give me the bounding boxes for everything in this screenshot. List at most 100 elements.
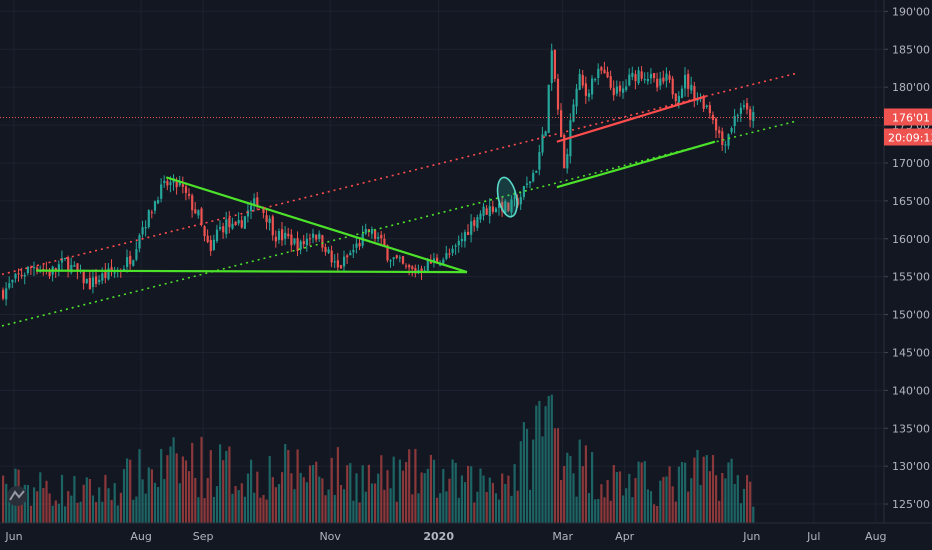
volume-bar — [39, 472, 42, 523]
candle-body — [600, 67, 603, 71]
volume-bar — [581, 466, 584, 523]
candle-body — [401, 256, 405, 264]
candle-body — [141, 227, 144, 235]
volume-bar — [640, 462, 643, 523]
candle-body — [197, 210, 200, 216]
candle-body — [578, 74, 581, 90]
triangle-upper-line[interactable] — [165, 176, 468, 274]
candle-body — [284, 232, 287, 239]
volume-bar — [631, 497, 634, 523]
candle-body — [315, 235, 318, 240]
volume-bar — [147, 467, 150, 523]
volume-bar — [26, 484, 29, 523]
candle-body — [408, 265, 411, 268]
volume-bar — [150, 469, 153, 523]
volume-bar — [138, 449, 141, 523]
volume-bar — [321, 478, 324, 523]
candle-body — [491, 206, 494, 212]
candle-body — [352, 249, 355, 253]
volume-bar — [423, 473, 426, 523]
candle-body — [355, 243, 358, 248]
candle-body — [246, 210, 250, 217]
candle-body — [460, 239, 463, 242]
volume-bar — [451, 459, 454, 523]
volume-bar — [107, 488, 110, 523]
chart-grid — [0, 0, 884, 523]
candle-body — [665, 73, 668, 81]
volume-bar — [420, 472, 423, 523]
volume-bar — [454, 462, 457, 523]
volume-bar — [432, 459, 436, 523]
channel-resistance-line[interactable] — [556, 95, 707, 143]
time-tick-label: 2020 — [423, 530, 454, 543]
volume-bar — [20, 501, 23, 523]
candle-body — [299, 241, 302, 250]
volume-bar — [163, 479, 166, 523]
volume-bar — [718, 500, 721, 523]
candle-body — [662, 77, 665, 82]
long-support-dotted-line[interactable] — [1, 120, 796, 327]
volume-bar — [101, 501, 104, 523]
volume-bar — [222, 460, 225, 523]
candle-body — [57, 264, 60, 272]
volume-bar — [209, 450, 212, 523]
volume-bar — [628, 473, 631, 523]
candle-body — [132, 260, 135, 266]
volume-bar — [634, 478, 637, 523]
volume-bar — [553, 428, 556, 523]
countdown-label: 20:09:13 — [888, 131, 932, 144]
candle-body — [646, 78, 649, 82]
candle-body — [547, 84, 550, 133]
channel-support-line[interactable] — [556, 140, 716, 189]
volume-bar — [482, 475, 485, 523]
candle-body — [432, 258, 436, 262]
volume-bar — [708, 471, 711, 523]
volume-bar — [57, 503, 60, 523]
volume-bar — [364, 491, 367, 523]
volume-bar — [166, 455, 169, 523]
candle-body — [724, 144, 727, 146]
volume-bar — [11, 487, 14, 523]
candle-body — [556, 78, 560, 110]
time-axis[interactable]: Jun Aug Sep Nov 2020 Mar Apr Jun Jul Aug — [0, 522, 932, 543]
candle-body — [752, 112, 755, 122]
volume-bar — [436, 497, 439, 523]
volume-bar — [284, 444, 287, 523]
candle-body — [215, 229, 219, 242]
candle-body — [463, 232, 467, 242]
volume-bar — [374, 483, 377, 523]
volume-bar — [439, 493, 442, 523]
candle-body — [612, 88, 615, 96]
volume-bar — [429, 454, 432, 523]
candle-body — [95, 276, 98, 284]
trendlines[interactable] — [1, 72, 796, 327]
long-resistance-dotted-line[interactable] — [1, 72, 796, 276]
volume-bar — [126, 458, 129, 523]
volume-bar — [212, 496, 215, 523]
volume-bar — [739, 503, 742, 523]
volume-bar — [352, 500, 355, 523]
volume-bar — [742, 488, 746, 523]
candle-body — [532, 172, 535, 182]
candle-body — [346, 255, 349, 258]
volume-bar — [256, 471, 259, 523]
time-tick-label: Aug — [865, 530, 886, 543]
volume-bar — [271, 477, 274, 523]
price-axis[interactable]: 190'00185'00180'00175'00170'00165'00160'… — [883, 0, 932, 523]
volume-bar — [693, 457, 696, 523]
breakout-ellipse[interactable] — [494, 176, 520, 219]
candle-body — [454, 245, 457, 247]
volume-bar — [122, 469, 126, 523]
triangle-base-line[interactable] — [36, 269, 468, 274]
volume-bar — [293, 489, 296, 523]
candle-body — [575, 88, 578, 107]
volume-bar — [445, 491, 448, 523]
candle-body — [138, 235, 141, 249]
candle-body — [225, 219, 228, 235]
volume-bar — [246, 473, 250, 523]
last-price-tag — [884, 108, 932, 126]
volume-bar — [618, 471, 622, 523]
candle-body — [54, 268, 57, 270]
candle-body — [659, 78, 662, 86]
